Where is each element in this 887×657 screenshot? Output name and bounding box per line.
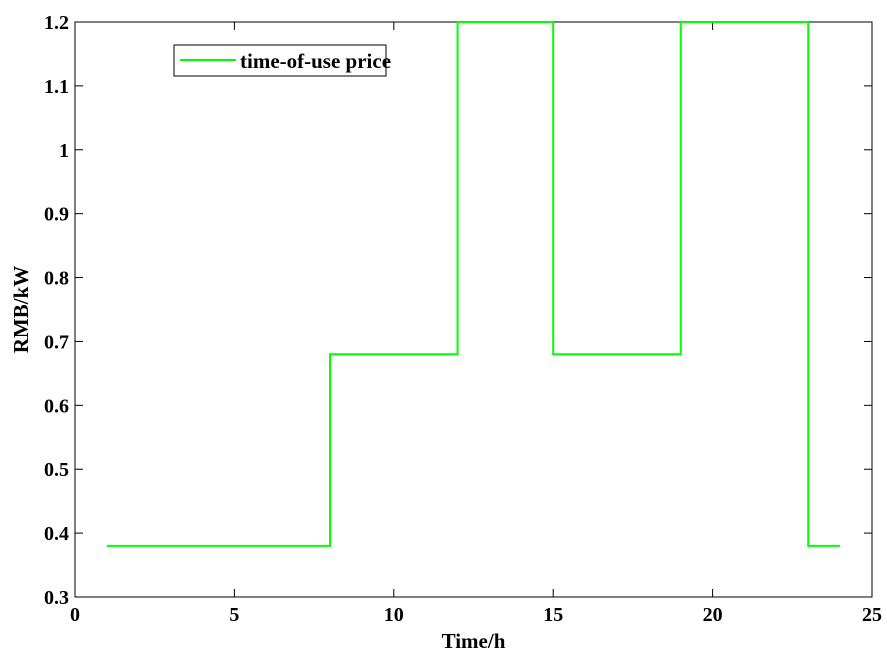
y-tick-label: 1 (59, 140, 69, 162)
y-tick-label: 0.3 (44, 587, 69, 609)
y-tick-label: 0.8 (44, 268, 69, 290)
y-tick-label: 0.4 (44, 523, 69, 545)
series-line-0 (106, 21, 841, 547)
x-tick-label: 15 (543, 604, 563, 626)
plot-area (74, 21, 873, 598)
y-tick-label: 0.7 (44, 331, 69, 353)
y-axis: 0.3 0.4 0.5 0.6 0.7 0.8 0.9 1 1.1 1.2 (44, 12, 872, 609)
y-tick-label: 0.9 (44, 204, 69, 226)
plot-frame (74, 21, 873, 598)
y-axis-title: RMB/kW (9, 266, 33, 354)
x-tick-label: 5 (229, 604, 239, 626)
y-tick-label: 1.1 (44, 76, 69, 98)
x-tick-label: 0 (70, 604, 80, 626)
y-tick-label: 0.6 (44, 395, 69, 417)
series-layer (106, 21, 841, 547)
x-axis-title: Time/h (442, 629, 506, 653)
y-tick-label: 0.5 (44, 459, 69, 481)
legend: time-of-use price (173, 44, 391, 77)
x-tick-label: 10 (384, 604, 404, 626)
x-tick-label: 20 (703, 604, 723, 626)
legend-label: time-of-use price (240, 49, 391, 73)
y-tick-label: 1.2 (44, 12, 69, 34)
x-tick-label: 25 (862, 604, 882, 626)
x-axis: 0 5 10 15 20 25 (70, 22, 882, 626)
